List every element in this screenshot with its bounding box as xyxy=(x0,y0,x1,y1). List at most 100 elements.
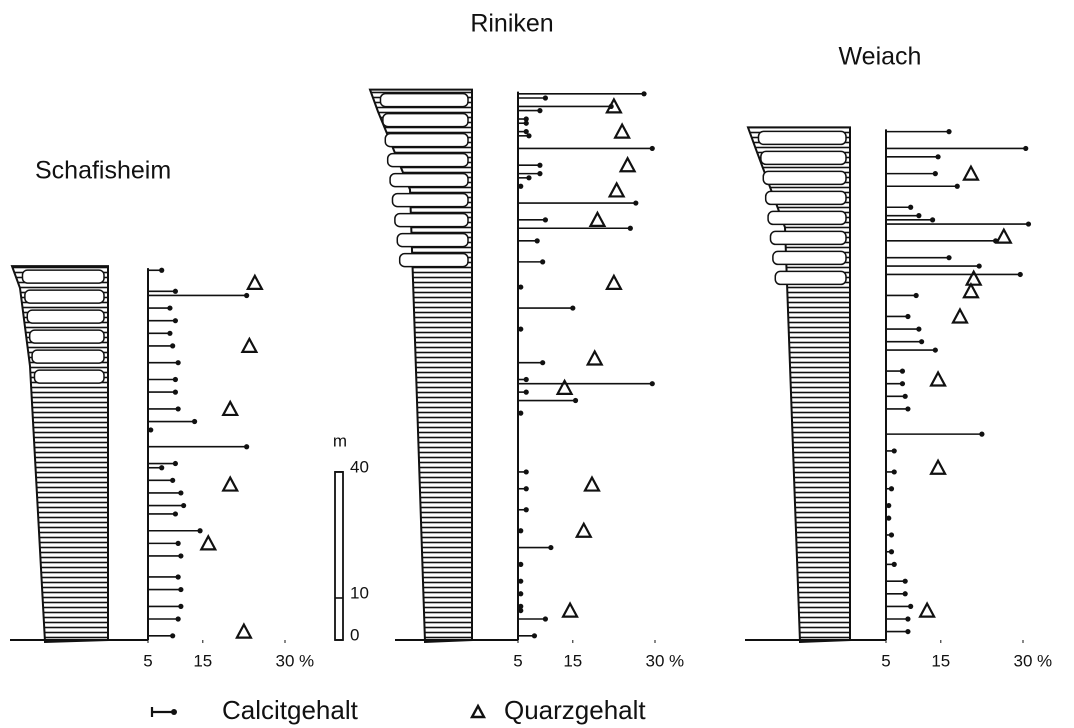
calcite-point xyxy=(148,268,164,273)
calcite-point xyxy=(886,562,897,567)
calcite-dot xyxy=(244,444,249,449)
quartz-point xyxy=(577,524,591,537)
calcite-point xyxy=(518,163,543,168)
limestone-bed xyxy=(758,131,846,144)
calcite-dot xyxy=(905,629,910,634)
calcite-dot xyxy=(518,184,523,189)
calcite-dot xyxy=(573,398,578,403)
calcite-point xyxy=(148,406,181,411)
calcite-point xyxy=(518,377,529,382)
calcite-dot xyxy=(979,432,984,437)
calcite-point xyxy=(518,133,532,138)
legend-label: Quarzgehalt xyxy=(504,695,646,725)
calcite-point xyxy=(886,255,952,260)
calcite-dot xyxy=(244,293,249,298)
quartz-point xyxy=(563,604,577,617)
calcite-dot xyxy=(176,360,181,365)
calcite-dot xyxy=(181,503,186,508)
calcite-point xyxy=(148,289,178,294)
calcite-point xyxy=(148,465,164,470)
calcite-dot xyxy=(518,528,523,533)
calcite-dot xyxy=(633,200,638,205)
calcite-dot xyxy=(933,347,938,352)
x-tick-label: 5 xyxy=(881,651,890,670)
calcite-dot xyxy=(192,419,197,424)
calcite-point xyxy=(148,574,181,579)
calcite-dot xyxy=(650,146,655,151)
x-unit: % xyxy=(1037,651,1052,670)
calcite-point xyxy=(518,108,543,113)
scale-tick-label: 0 xyxy=(350,625,359,644)
calcite-point xyxy=(886,184,960,189)
quartz-point xyxy=(607,276,621,289)
calcite-point xyxy=(148,390,178,395)
calcite-dot xyxy=(914,293,919,298)
calcite-point xyxy=(518,129,529,134)
panel-title: Schafisheim xyxy=(35,157,171,185)
calcite-point xyxy=(518,238,540,243)
legend-swatch xyxy=(472,706,484,717)
calcite-dot xyxy=(628,226,633,231)
calcite-dot xyxy=(173,390,178,395)
legend-label: Calcitgehalt xyxy=(222,695,359,725)
calcite-dot xyxy=(170,343,175,348)
calcite-dot xyxy=(977,263,982,268)
calcite-point xyxy=(886,238,998,243)
calcite-dot xyxy=(903,394,908,399)
scale-tick-label: 10 xyxy=(350,583,369,602)
limestone-bed xyxy=(34,370,104,383)
calcite-point xyxy=(886,604,913,609)
quartz-point xyxy=(242,339,256,352)
calcite-dot xyxy=(641,91,646,96)
calcite-dot xyxy=(518,326,523,331)
calcite-dot xyxy=(903,591,908,596)
calcite-dot xyxy=(916,326,921,331)
quartz-point xyxy=(953,309,967,322)
limestone-bed xyxy=(30,330,104,343)
x-tick-label: 15 xyxy=(563,651,582,670)
calcite-dot xyxy=(908,604,913,609)
calcite-point xyxy=(518,390,529,395)
calcite-point xyxy=(886,129,952,134)
quartz-point xyxy=(237,625,251,638)
calcite-dot xyxy=(173,511,178,516)
calcite-point xyxy=(886,406,911,411)
calcite-point xyxy=(518,226,633,231)
calcite-dot xyxy=(935,154,940,159)
calcite-dot xyxy=(170,478,175,483)
calcite-dot xyxy=(518,579,523,584)
calcite-point xyxy=(886,448,897,453)
calcite-dot xyxy=(518,411,523,416)
calcite-dot xyxy=(548,545,553,550)
calcite-dot xyxy=(892,469,897,474)
calcite-point xyxy=(518,146,655,151)
calcite-point xyxy=(518,545,553,550)
calcite-point xyxy=(148,293,249,298)
x-tick-label: 15 xyxy=(931,651,950,670)
calcite-point xyxy=(886,469,897,474)
calcite-point xyxy=(148,318,178,323)
calcite-dot xyxy=(543,616,548,621)
calcite-dot xyxy=(518,284,523,289)
calcite-dot xyxy=(537,163,542,168)
calcite-dot xyxy=(173,461,178,466)
calcite-dot xyxy=(176,574,181,579)
calcite-dot xyxy=(1018,272,1023,277)
calcite-dot xyxy=(176,406,181,411)
calcite-dot xyxy=(933,171,938,176)
calcite-point xyxy=(886,314,911,319)
calcite-dot xyxy=(178,553,183,558)
calcite-dot xyxy=(173,289,178,294)
calcite-point xyxy=(148,587,183,592)
limestone-bed xyxy=(392,194,468,207)
lithology-column xyxy=(370,90,472,642)
calcite-dot xyxy=(524,377,529,382)
calcite-dot xyxy=(167,331,172,336)
limestone-bed xyxy=(761,151,846,164)
limestone-bed xyxy=(775,271,846,284)
calcite-point xyxy=(886,146,1028,151)
calcite-point xyxy=(148,360,181,365)
calcite-point xyxy=(886,629,911,634)
quartz-point xyxy=(964,284,978,297)
calcite-point xyxy=(518,175,532,180)
